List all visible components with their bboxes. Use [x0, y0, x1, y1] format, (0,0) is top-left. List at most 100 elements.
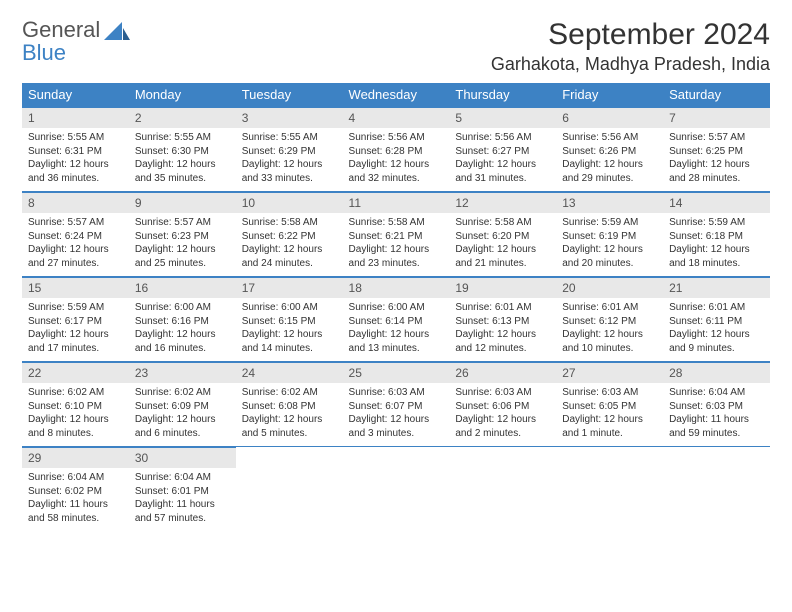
dow-wednesday: Wednesday: [343, 83, 450, 107]
day-number: 2: [129, 107, 236, 128]
day-content: Sunrise: 5:58 AMSunset: 6:20 PMDaylight:…: [449, 213, 556, 276]
day-number: 14: [663, 192, 770, 213]
week-row: 22Sunrise: 6:02 AMSunset: 6:10 PMDayligh…: [22, 362, 770, 447]
day-number: 30: [129, 447, 236, 468]
day-cell: ..: [449, 447, 556, 532]
day-content: Sunrise: 6:02 AMSunset: 6:10 PMDaylight:…: [22, 383, 129, 446]
day-content: Sunrise: 5:56 AMSunset: 6:28 PMDaylight:…: [343, 128, 450, 191]
day-cell: 25Sunrise: 6:03 AMSunset: 6:07 PMDayligh…: [343, 362, 450, 447]
day-content: Sunrise: 6:02 AMSunset: 6:09 PMDaylight:…: [129, 383, 236, 446]
day-cell: ..: [236, 447, 343, 532]
calendar-body: 1Sunrise: 5:55 AMSunset: 6:31 PMDaylight…: [22, 107, 770, 532]
day-number: 18: [343, 277, 450, 298]
day-number: 22: [22, 362, 129, 383]
day-number: 24: [236, 362, 343, 383]
day-content: Sunrise: 5:55 AMSunset: 6:31 PMDaylight:…: [22, 128, 129, 191]
brand-logo: General Blue: [22, 18, 130, 64]
day-content: Sunrise: 5:58 AMSunset: 6:21 PMDaylight:…: [343, 213, 450, 276]
day-content: Sunrise: 5:59 AMSunset: 6:18 PMDaylight:…: [663, 213, 770, 276]
day-number: 10: [236, 192, 343, 213]
day-content: Sunrise: 6:00 AMSunset: 6:16 PMDaylight:…: [129, 298, 236, 361]
day-content: Sunrise: 6:00 AMSunset: 6:15 PMDaylight:…: [236, 298, 343, 361]
day-content: Sunrise: 5:59 AMSunset: 6:17 PMDaylight:…: [22, 298, 129, 361]
day-cell: 17Sunrise: 6:00 AMSunset: 6:15 PMDayligh…: [236, 277, 343, 362]
day-number: 6: [556, 107, 663, 128]
title-block: September 2024 Garhakota, Madhya Pradesh…: [491, 18, 770, 75]
dow-sunday: Sunday: [22, 83, 129, 107]
day-cell: 30Sunrise: 6:04 AMSunset: 6:01 PMDayligh…: [129, 447, 236, 532]
day-number: 25: [343, 362, 450, 383]
day-number: 12: [449, 192, 556, 213]
day-number: 19: [449, 277, 556, 298]
dow-row: Sunday Monday Tuesday Wednesday Thursday…: [22, 83, 770, 107]
day-cell: 13Sunrise: 5:59 AMSunset: 6:19 PMDayligh…: [556, 192, 663, 277]
day-cell: 1Sunrise: 5:55 AMSunset: 6:31 PMDaylight…: [22, 107, 129, 192]
day-number: 17: [236, 277, 343, 298]
day-cell: 21Sunrise: 6:01 AMSunset: 6:11 PMDayligh…: [663, 277, 770, 362]
day-content: Sunrise: 6:00 AMSunset: 6:14 PMDaylight:…: [343, 298, 450, 361]
calendar-table: Sunday Monday Tuesday Wednesday Thursday…: [22, 83, 770, 531]
brand-word1: General: [22, 17, 100, 42]
week-row: 1Sunrise: 5:55 AMSunset: 6:31 PMDaylight…: [22, 107, 770, 192]
day-content: Sunrise: 5:56 AMSunset: 6:26 PMDaylight:…: [556, 128, 663, 191]
week-row: 29Sunrise: 6:04 AMSunset: 6:02 PMDayligh…: [22, 447, 770, 532]
day-content: Sunrise: 6:02 AMSunset: 6:08 PMDaylight:…: [236, 383, 343, 446]
location-text: Garhakota, Madhya Pradesh, India: [491, 54, 770, 75]
day-content: Sunrise: 6:01 AMSunset: 6:11 PMDaylight:…: [663, 298, 770, 361]
day-number: 7: [663, 107, 770, 128]
dow-tuesday: Tuesday: [236, 83, 343, 107]
day-cell: 20Sunrise: 6:01 AMSunset: 6:12 PMDayligh…: [556, 277, 663, 362]
month-title: September 2024: [491, 18, 770, 52]
week-row: 15Sunrise: 5:59 AMSunset: 6:17 PMDayligh…: [22, 277, 770, 362]
day-cell: 6Sunrise: 5:56 AMSunset: 6:26 PMDaylight…: [556, 107, 663, 192]
day-number: 5: [449, 107, 556, 128]
day-content: Sunrise: 6:01 AMSunset: 6:13 PMDaylight:…: [449, 298, 556, 361]
day-content: Sunrise: 5:58 AMSunset: 6:22 PMDaylight:…: [236, 213, 343, 276]
day-cell: 7Sunrise: 5:57 AMSunset: 6:25 PMDaylight…: [663, 107, 770, 192]
day-number: 8: [22, 192, 129, 213]
day-number: 11: [343, 192, 450, 213]
dow-monday: Monday: [129, 83, 236, 107]
day-cell: 29Sunrise: 6:04 AMSunset: 6:02 PMDayligh…: [22, 447, 129, 532]
day-content: Sunrise: 5:55 AMSunset: 6:30 PMDaylight:…: [129, 128, 236, 191]
day-content: Sunrise: 6:01 AMSunset: 6:12 PMDaylight:…: [556, 298, 663, 361]
week-row: 8Sunrise: 5:57 AMSunset: 6:24 PMDaylight…: [22, 192, 770, 277]
day-cell: 24Sunrise: 6:02 AMSunset: 6:08 PMDayligh…: [236, 362, 343, 447]
day-content: Sunrise: 5:57 AMSunset: 6:23 PMDaylight:…: [129, 213, 236, 276]
day-cell: 8Sunrise: 5:57 AMSunset: 6:24 PMDaylight…: [22, 192, 129, 277]
sail-icon: [104, 22, 130, 44]
day-cell: 9Sunrise: 5:57 AMSunset: 6:23 PMDaylight…: [129, 192, 236, 277]
day-cell: 26Sunrise: 6:03 AMSunset: 6:06 PMDayligh…: [449, 362, 556, 447]
day-cell: 22Sunrise: 6:02 AMSunset: 6:10 PMDayligh…: [22, 362, 129, 447]
day-cell: ..: [343, 447, 450, 532]
day-cell: 16Sunrise: 6:00 AMSunset: 6:16 PMDayligh…: [129, 277, 236, 362]
day-cell: 4Sunrise: 5:56 AMSunset: 6:28 PMDaylight…: [343, 107, 450, 192]
day-number: 4: [343, 107, 450, 128]
day-cell: 12Sunrise: 5:58 AMSunset: 6:20 PMDayligh…: [449, 192, 556, 277]
day-content: Sunrise: 6:04 AMSunset: 6:03 PMDaylight:…: [663, 383, 770, 446]
day-content: Sunrise: 6:04 AMSunset: 6:02 PMDaylight:…: [22, 468, 129, 531]
day-content: Sunrise: 6:03 AMSunset: 6:05 PMDaylight:…: [556, 383, 663, 446]
day-cell: 28Sunrise: 6:04 AMSunset: 6:03 PMDayligh…: [663, 362, 770, 447]
day-content: Sunrise: 6:03 AMSunset: 6:07 PMDaylight:…: [343, 383, 450, 446]
day-cell: 23Sunrise: 6:02 AMSunset: 6:09 PMDayligh…: [129, 362, 236, 447]
day-cell: ..: [663, 447, 770, 532]
day-number: 1: [22, 107, 129, 128]
day-content: Sunrise: 5:57 AMSunset: 6:25 PMDaylight:…: [663, 128, 770, 191]
day-number: 27: [556, 362, 663, 383]
page-header: General Blue September 2024 Garhakota, M…: [22, 18, 770, 75]
day-number: 9: [129, 192, 236, 213]
day-cell: 3Sunrise: 5:55 AMSunset: 6:29 PMDaylight…: [236, 107, 343, 192]
day-number: 3: [236, 107, 343, 128]
day-cell: 18Sunrise: 6:00 AMSunset: 6:14 PMDayligh…: [343, 277, 450, 362]
dow-saturday: Saturday: [663, 83, 770, 107]
day-number: 13: [556, 192, 663, 213]
day-cell: 11Sunrise: 5:58 AMSunset: 6:21 PMDayligh…: [343, 192, 450, 277]
day-cell: 27Sunrise: 6:03 AMSunset: 6:05 PMDayligh…: [556, 362, 663, 447]
day-cell: 5Sunrise: 5:56 AMSunset: 6:27 PMDaylight…: [449, 107, 556, 192]
day-content: Sunrise: 6:04 AMSunset: 6:01 PMDaylight:…: [129, 468, 236, 531]
day-number: 29: [22, 447, 129, 468]
day-cell: 2Sunrise: 5:55 AMSunset: 6:30 PMDaylight…: [129, 107, 236, 192]
dow-friday: Friday: [556, 83, 663, 107]
brand-word2: Blue: [22, 40, 66, 65]
